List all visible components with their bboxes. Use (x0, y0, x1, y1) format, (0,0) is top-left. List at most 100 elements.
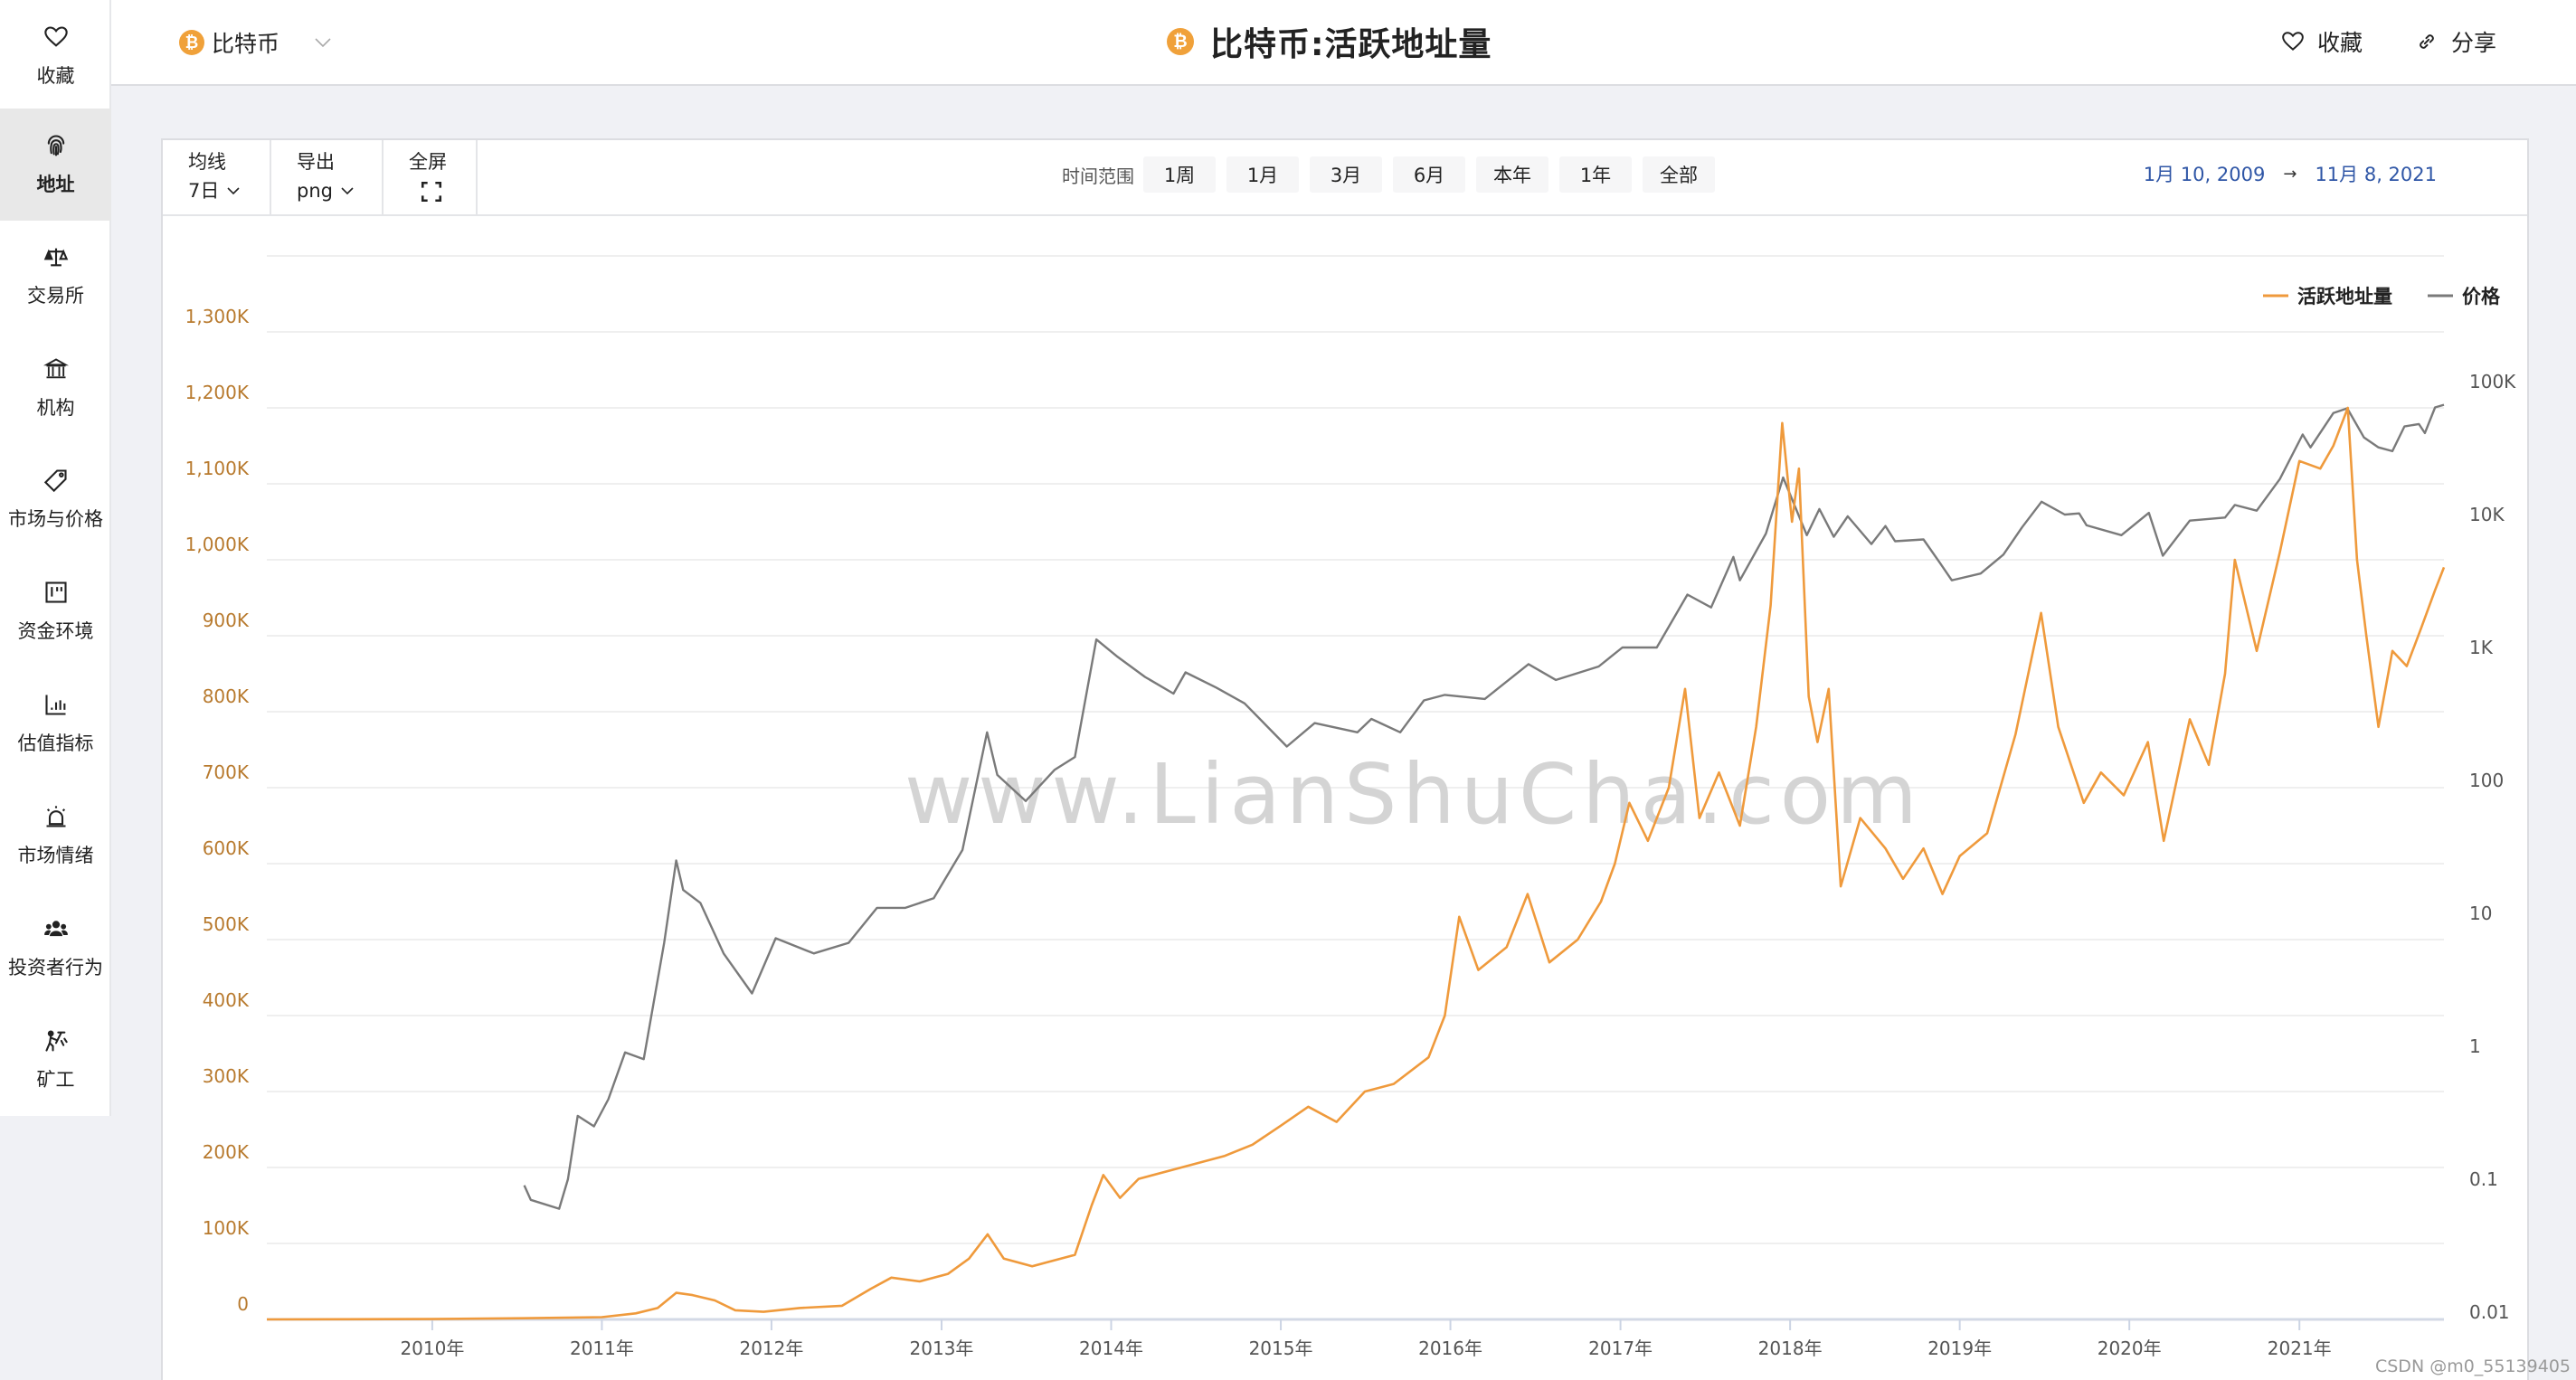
time-range: 时间范围 1周 1月 3月 6月 本年 1年 全部 (1062, 156, 1726, 193)
bar-chart-icon (43, 691, 70, 718)
svg-text:1K: 1K (2469, 637, 2494, 658)
svg-text:1,100K: 1,100K (185, 458, 250, 479)
moving-average-value: 7日 (188, 180, 220, 202)
svg-text:200K: 200K (203, 1141, 250, 1163)
svg-text:300K: 300K (203, 1065, 250, 1087)
page-title-text: 比特币:活跃地址量 (1210, 26, 1492, 63)
price-series-line (523, 403, 2445, 1210)
page-title: ₿ 比特币:活跃地址量 (1167, 18, 1492, 65)
svg-text:600K: 600K (203, 837, 250, 859)
bitcoin-icon: ₿ (1167, 28, 1194, 55)
sidebar-item-investor-behavior[interactable]: 投资者行为 (0, 892, 111, 1004)
sidebar-item-label: 地址 (36, 174, 75, 195)
sidebar-item-institutions[interactable]: 机构 (0, 332, 111, 444)
svg-text:400K: 400K (203, 989, 250, 1011)
fullscreen-label: 全屏 (409, 151, 447, 173)
svg-text:活跃地址量: 活跃地址量 (2297, 286, 2392, 307)
svg-text:2010年: 2010年 (400, 1337, 464, 1359)
sidebar-item-sentiment[interactable]: 市场情绪 (0, 780, 111, 892)
chart-plot[interactable]: www.LianShuCha.com 0 100K 200K 300K 400K 500K… (163, 140, 2531, 1380)
chart-toolbar: 均线 7日 导出 png 全屏 时间范围 1周 1月 3月 6月 本年 1年 全… (163, 140, 2527, 216)
date-range[interactable]: 1月 10, 2009 → 11月 8, 2021 (2144, 160, 2437, 187)
fingerprint-icon (43, 132, 70, 159)
left-axis: 0 100K 200K 300K 400K 500K 600K 700K 800K 900K 1,0… (185, 306, 250, 1315)
watermark: www.LianShuCha.com (904, 746, 1923, 843)
siren-icon (43, 803, 70, 830)
svg-text:1,300K: 1,300K (185, 306, 250, 327)
svg-text:2011年: 2011年 (570, 1337, 634, 1359)
bitcoin-icon: ₿ (179, 30, 204, 55)
sidebar-item-market-price[interactable]: 市场与价格 (0, 443, 111, 555)
heart-icon (2282, 32, 2304, 51)
chart-card: 均线 7日 导出 png 全屏 时间范围 1周 1月 3月 6月 本年 1年 全… (161, 138, 2529, 1380)
svg-text:100K: 100K (2469, 371, 2516, 392)
date-arrow: → (2283, 164, 2297, 184)
sidebar-item-exchanges[interactable]: 交易所 (0, 220, 111, 332)
sidebar-item-label: 市场情绪 (17, 845, 94, 866)
sidebar-item-label: 估值指标 (17, 733, 94, 754)
share-label: 分享 (2450, 30, 2496, 56)
x-axis: 2010年 2011年 2012年 2013年 2014年 2015年 2016年 2017年… (400, 1319, 2332, 1359)
coin-select[interactable]: ₿ 比特币 (179, 24, 331, 61)
moving-average-select[interactable]: 均线 7日 (163, 140, 271, 214)
svg-text:2012年: 2012年 (739, 1337, 803, 1359)
favorite-label: 收藏 (2316, 30, 2363, 56)
range-button-1m[interactable]: 1月 (1226, 156, 1299, 193)
svg-text:2021年: 2021年 (2268, 1337, 2332, 1359)
time-range-label: 时间范围 (1062, 165, 1134, 187)
svg-text:500K: 500K (203, 913, 250, 935)
range-button-3m[interactable]: 3月 (1310, 156, 1382, 193)
svg-text:800K: 800K (203, 685, 250, 707)
coin-select-value: 比特币 (212, 31, 280, 57)
svg-text:0.01: 0.01 (2469, 1301, 2510, 1323)
date-to[interactable]: 11月 8, 2021 (2315, 164, 2437, 185)
bank-icon (43, 355, 70, 383)
chart-gridlines (267, 255, 2444, 1321)
heart-icon (43, 24, 70, 51)
sidebar-item-label: 机构 (36, 397, 75, 419)
range-button-1y[interactable]: 1年 (1559, 156, 1632, 193)
moving-average-label: 均线 (188, 151, 226, 173)
tag-icon (43, 467, 70, 494)
right-axis: 0.01 0.1 1 10 100 1K 10K 100K (2469, 371, 2516, 1323)
active-address-series-line (266, 406, 2446, 1321)
svg-text:0.1: 0.1 (2469, 1168, 2498, 1190)
sidebar-item-label: 投资者行为 (8, 957, 103, 978)
legend-item-active-addresses[interactable]: 活跃地址量 (2263, 286, 2392, 307)
board-icon (43, 579, 70, 606)
svg-text:0: 0 (237, 1293, 249, 1315)
svg-text:2013年: 2013年 (910, 1337, 974, 1359)
share-button[interactable]: 分享 (2415, 25, 2496, 58)
top-header: ₿ 比特币 ₿ 比特币:活跃地址量 收藏 分享 (0, 0, 2576, 86)
date-from[interactable]: 1月 10, 2009 (2143, 164, 2266, 185)
header-actions: 收藏 分享 (2281, 25, 2496, 58)
svg-text:2016年: 2016年 (1418, 1337, 1482, 1359)
fullscreen-button[interactable]: 全屏 (384, 140, 478, 214)
sidebar-item-valuation[interactable]: 估值指标 (0, 667, 111, 780)
svg-text:2018年: 2018年 (1758, 1337, 1823, 1359)
svg-text:2019年: 2019年 (1927, 1337, 1992, 1359)
sidebar-item-miners[interactable]: 矿工 (0, 1004, 111, 1116)
sidebar-item-label: 矿工 (36, 1069, 75, 1091)
sidebar-item-label: 资金环境 (17, 620, 94, 642)
export-select[interactable]: 导出 png (271, 140, 384, 214)
favorite-button[interactable]: 收藏 (2281, 25, 2363, 58)
range-button-all[interactable]: 全部 (1643, 156, 1715, 193)
svg-text:900K: 900K (203, 610, 250, 631)
sidebar-item-label: 交易所 (27, 285, 84, 307)
svg-text:10: 10 (2469, 903, 2492, 924)
sidebar-item-label: 市场与价格 (8, 508, 103, 530)
range-button-6m[interactable]: 6月 (1393, 156, 1465, 193)
svg-text:100: 100 (2469, 770, 2504, 791)
legend-item-price[interactable]: 价格 (2428, 286, 2501, 307)
range-button-ytd[interactable]: 本年 (1476, 156, 1548, 193)
miner-icon (43, 1027, 70, 1054)
sidebar-item-favorites[interactable]: 收藏 (0, 0, 111, 112)
svg-text:2014年: 2014年 (1079, 1337, 1143, 1359)
sidebar-item-capital[interactable]: 资金环境 (0, 555, 111, 667)
sidebar-item-address[interactable]: 地址 (0, 109, 111, 221)
users-icon (43, 915, 70, 942)
range-button-1w[interactable]: 1周 (1143, 156, 1216, 193)
link-icon (2420, 34, 2434, 49)
chevron-down-icon (227, 187, 240, 195)
